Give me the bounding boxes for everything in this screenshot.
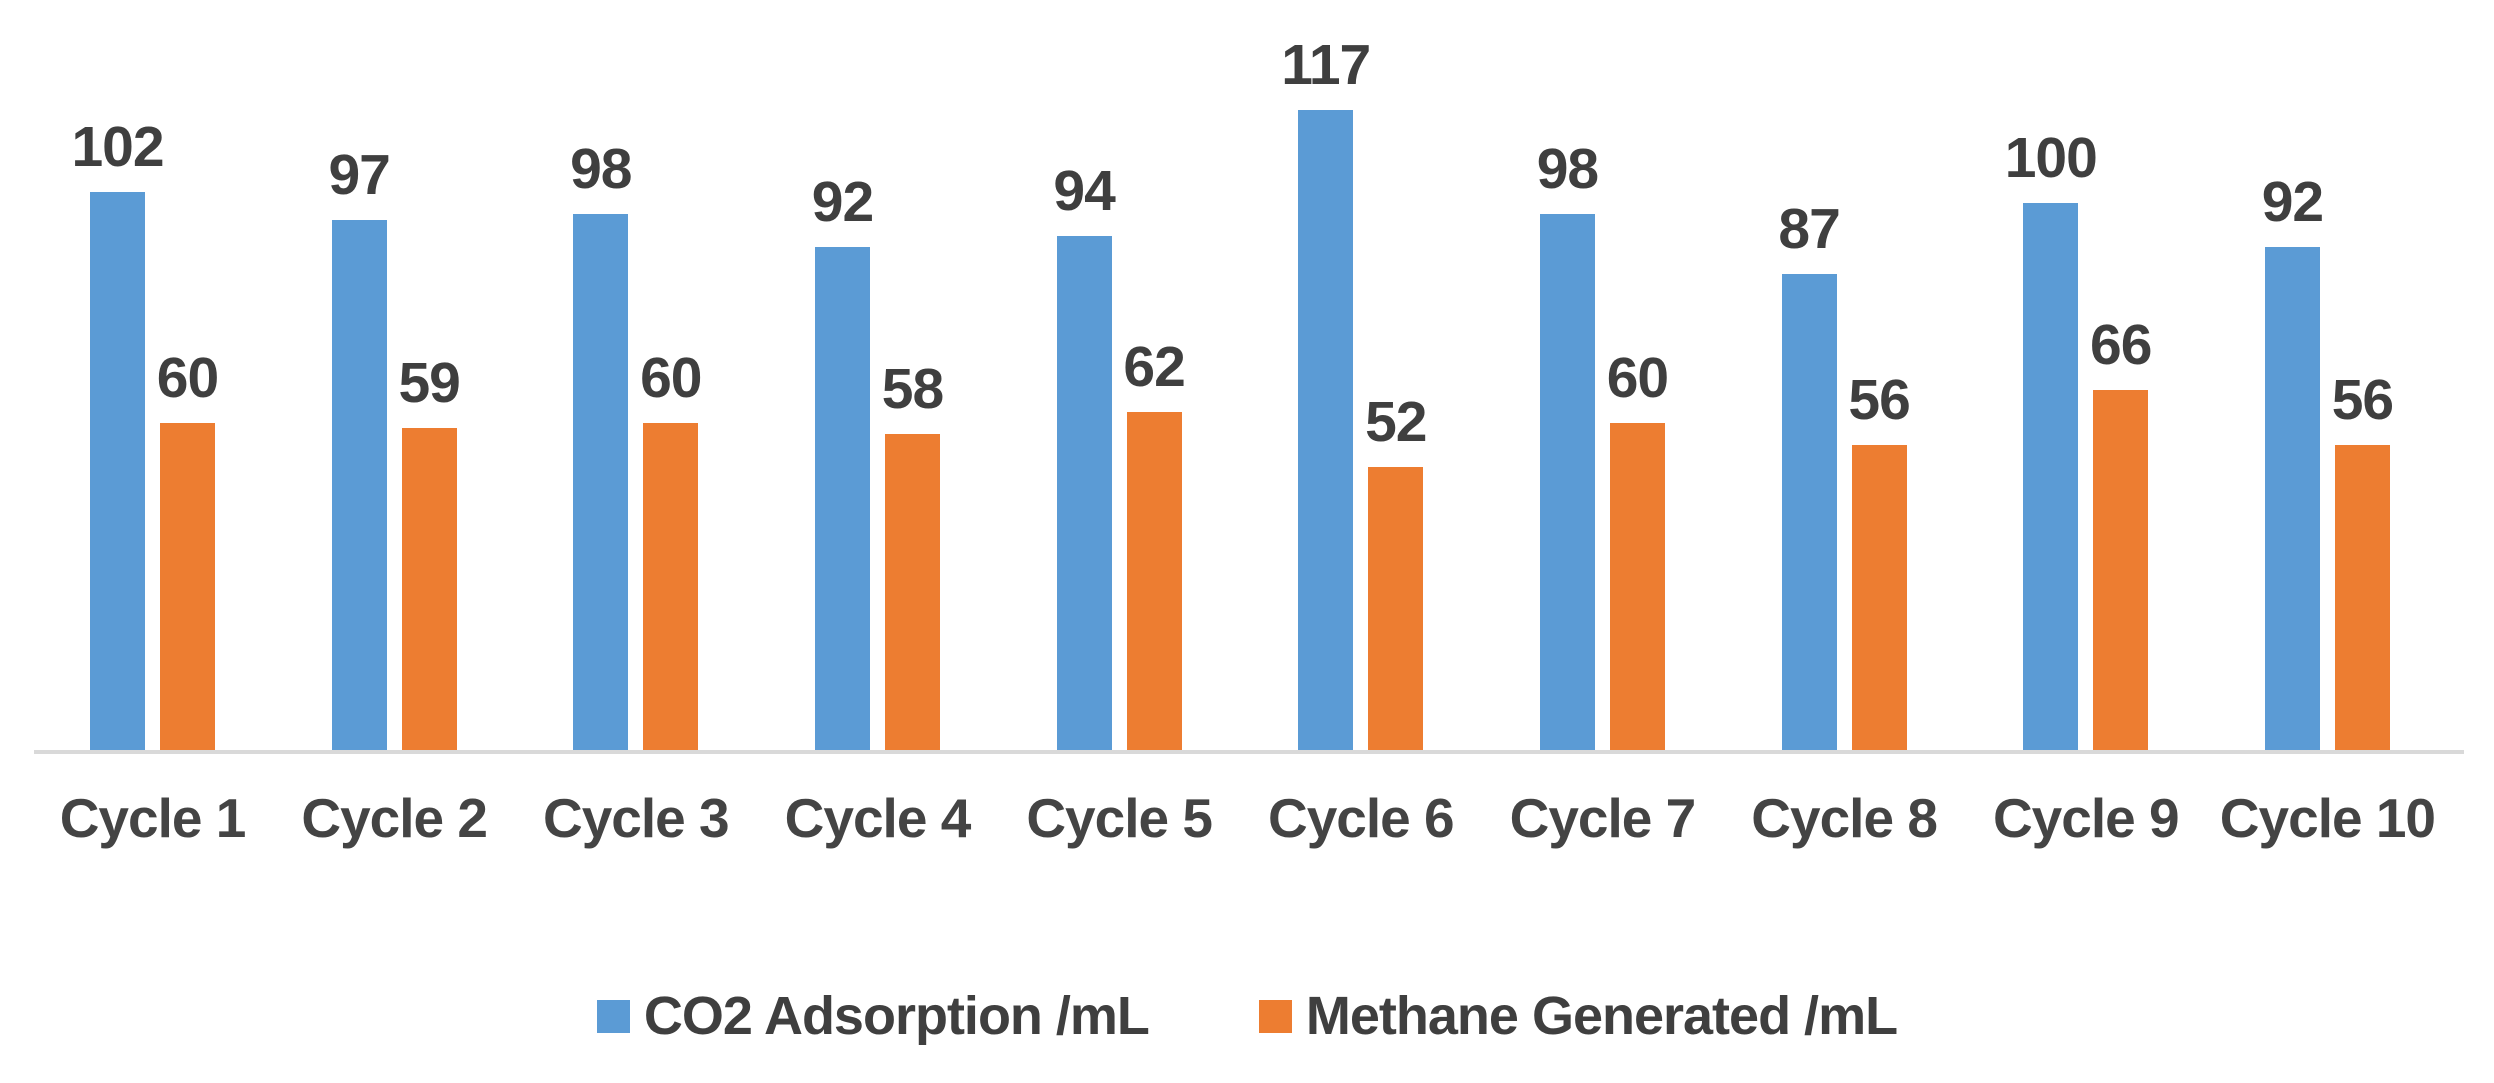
bar-group-cycle-5: 94 62 [1053, 0, 1186, 752]
methane-bar [1851, 444, 1907, 752]
bar-value-label: 117 [1281, 32, 1371, 97]
co2-bar [1056, 236, 1112, 752]
category-label: Cycle 7 [1509, 787, 1697, 849]
x-axis-line [34, 750, 2464, 754]
co2-bar-wrap: 92 [812, 174, 874, 752]
methane-bar-wrap: 62 [1123, 338, 1186, 752]
bar-group-cycle-1: 102 60 [71, 0, 219, 752]
co2-bar-wrap: 102 [71, 119, 165, 752]
methane-bar-wrap: 52 [1365, 393, 1427, 752]
category-label: Cycle 2 [301, 787, 488, 849]
bar-value-label: 59 [398, 351, 460, 416]
methane-bar [2334, 444, 2390, 752]
category-label: Cycle 10 [2219, 787, 2436, 849]
bar-value-label: 52 [1365, 389, 1427, 454]
bar-group-cycle-10: 92 56 [2262, 0, 2394, 752]
category-label: Cycle 4 [784, 787, 972, 849]
bar-value-label: 87 [1778, 197, 1840, 262]
methane-bar-wrap: 60 [1607, 349, 1669, 752]
category-label: Cycle 1 [59, 787, 247, 849]
co2-bar [573, 214, 629, 752]
co2-bar-wrap: 117 [1281, 36, 1371, 752]
bar-group-cycle-7: 98 60 [1537, 0, 1669, 752]
co2-bar [2023, 203, 2079, 752]
bar-group-cycle-8: 87 56 [1778, 0, 1911, 752]
co2-bar-wrap: 87 [1778, 201, 1841, 752]
co2-bar [331, 219, 387, 752]
bar-value-label: 98 [570, 137, 632, 202]
bar-group-cycle-4: 92 58 [812, 0, 944, 752]
bar-value-label: 97 [328, 142, 390, 207]
bar-group-cycle-9: 100 66 [2005, 0, 2152, 752]
bar-value-label: 56 [1848, 367, 1910, 432]
methane-bar [160, 422, 215, 752]
methane-bar [2093, 389, 2149, 752]
bar-value-label: 56 [2331, 367, 2394, 432]
bar-value-label: 66 [2090, 312, 2152, 377]
co2-bar [1539, 214, 1595, 752]
legend-item-co2: CO2 Adsorption /mL [596, 985, 1150, 1047]
methane-bar [1609, 422, 1665, 752]
bar-group-cycle-2: 97 59 [328, 0, 461, 752]
bar-value-label: 62 [1123, 334, 1185, 399]
co2-bar-wrap: 98 [1537, 141, 1599, 752]
methane-bar [401, 428, 457, 752]
co2-bar-wrap: 94 [1053, 163, 1116, 752]
co2-bar [1781, 274, 1837, 752]
methane-bar-wrap: 60 [157, 349, 219, 752]
methane-bar [643, 422, 699, 752]
category-label: Cycle 6 [1267, 787, 1455, 849]
legend-label-methane: Methane Generated /mL [1305, 986, 1898, 1046]
methane-bar-wrap: 60 [640, 349, 703, 752]
co2-bar-wrap: 98 [570, 141, 633, 752]
methane-bar-wrap: 66 [2090, 316, 2152, 752]
plot-area: 102 60 97 59 98 60 92 58 94 62 117 52 98 60 87 56 100 66 9… [34, 0, 2464, 754]
legend-label-co2: CO2 Adsorption /mL [643, 986, 1150, 1046]
co2-bar-wrap: 92 [2262, 174, 2324, 752]
bar-value-label: 58 [881, 356, 944, 421]
methane-bar [884, 433, 940, 752]
legend: CO2 Adsorption /mL Methane Generated /mL [0, 985, 2494, 1047]
co2-bar [814, 247, 870, 752]
co2-bar-wrap: 97 [328, 146, 391, 752]
methane-bar-wrap: 56 [2332, 371, 2394, 752]
co2-bar [90, 192, 145, 752]
category-label: Cycle 9 [1992, 787, 2180, 849]
legend-item-methane: Methane Generated /mL [1258, 985, 1898, 1047]
bar-value-label: 102 [71, 115, 164, 180]
co2-bar [1298, 109, 1354, 752]
methane-legend-swatch-icon [1258, 999, 1292, 1033]
bar-group-cycle-3: 98 60 [570, 0, 703, 752]
co2-bar [2264, 247, 2320, 752]
bar-group-cycle-6: 117 52 [1281, 0, 1427, 752]
co2-legend-swatch-icon [596, 999, 630, 1033]
bar-groups: 102 60 97 59 98 60 92 58 94 62 117 52 98 60 87 56 100 66 9… [71, 0, 2394, 752]
bar-value-label: 92 [2261, 170, 2324, 235]
category-axis: Cycle 1 Cycle 2 Cycle 3 Cycle 4 Cycle 5 Cycle… [59, 787, 2436, 849]
co2-bar-wrap: 100 [2005, 130, 2098, 752]
category-label: Cycle 3 [543, 787, 730, 849]
methane-bar [1368, 466, 1424, 752]
methane-bar-wrap: 59 [398, 355, 461, 752]
category-label: Cycle 8 [1751, 787, 1938, 849]
methane-bar-wrap: 58 [882, 360, 944, 752]
bar-value-label: 92 [811, 170, 874, 235]
bar-value-label: 60 [156, 345, 219, 410]
bar-value-label: 100 [2004, 126, 2098, 191]
bar-value-label: 60 [640, 345, 702, 410]
category-label: Cycle 5 [1026, 787, 1213, 849]
bar-value-label: 94 [1053, 159, 1115, 224]
bar-value-label: 60 [1606, 345, 1669, 410]
methane-bar [1126, 411, 1182, 752]
methane-bar-wrap: 56 [1848, 371, 1911, 752]
bar-value-label: 98 [1536, 137, 1599, 202]
